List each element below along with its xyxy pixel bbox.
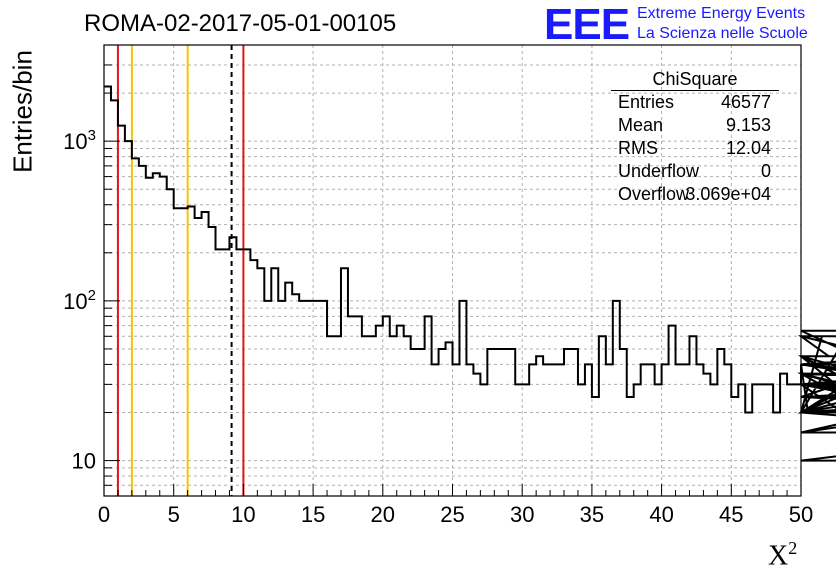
stats-row: Overflow 3.069e+04 (611, 183, 779, 206)
stats-row: Underflow 0 (611, 160, 779, 183)
stats-box: ChiSquare Entries 46577 Mean 9.153 RMS 12.0… (611, 68, 779, 206)
y-tick-label: 10 (72, 449, 96, 474)
x-tick-label: 20 (371, 502, 395, 527)
stats-key: Overflow (618, 184, 690, 204)
stats-row: Mean 9.153 (611, 114, 779, 137)
x-tick-label: 5 (168, 502, 180, 527)
x-tick-label: 15 (301, 502, 325, 527)
stats-key: Mean (618, 115, 664, 135)
stats-value: 0 (760, 161, 771, 181)
x-tick-label: 10 (231, 502, 255, 527)
x-tick-label: 50 (789, 502, 813, 527)
histogram-series (104, 85, 836, 462)
x-tick-label: 25 (440, 502, 464, 527)
stats-key: RMS (618, 138, 658, 158)
eee-logo: EEE (544, 0, 630, 49)
stats-value: 3.069e+04 (685, 184, 771, 204)
stats-title: ChiSquare (611, 68, 779, 91)
logo-line-2: La Scienza nelle Scuole (637, 25, 808, 42)
y-axis-label: Entries/bin (7, 50, 38, 173)
stats-key: Underflow (618, 161, 700, 181)
logo-line-1: Extreme Energy Events (637, 5, 806, 22)
x-tick-label: 30 (510, 502, 534, 527)
stats-row: RMS 12.04 (611, 137, 779, 160)
stats-value: 46577 (720, 92, 771, 112)
x-tick-label: 35 (580, 502, 604, 527)
x-tick-label: 45 (719, 502, 743, 527)
y-tick-label: 102 (63, 287, 96, 314)
y-tick-label: 103 (63, 127, 96, 154)
x-tick-label: 40 (649, 502, 673, 527)
x-tick-label: 0 (98, 502, 110, 527)
x-axis-label: X2 (768, 538, 798, 572)
stats-row: Entries 46577 (611, 91, 779, 114)
stats-value: 9.153 (725, 115, 771, 135)
chart-title: ROMA-02-2017-05-01-00105 (84, 10, 397, 37)
stats-value: 12.04 (725, 138, 771, 158)
stats-key: Entries (618, 92, 675, 112)
